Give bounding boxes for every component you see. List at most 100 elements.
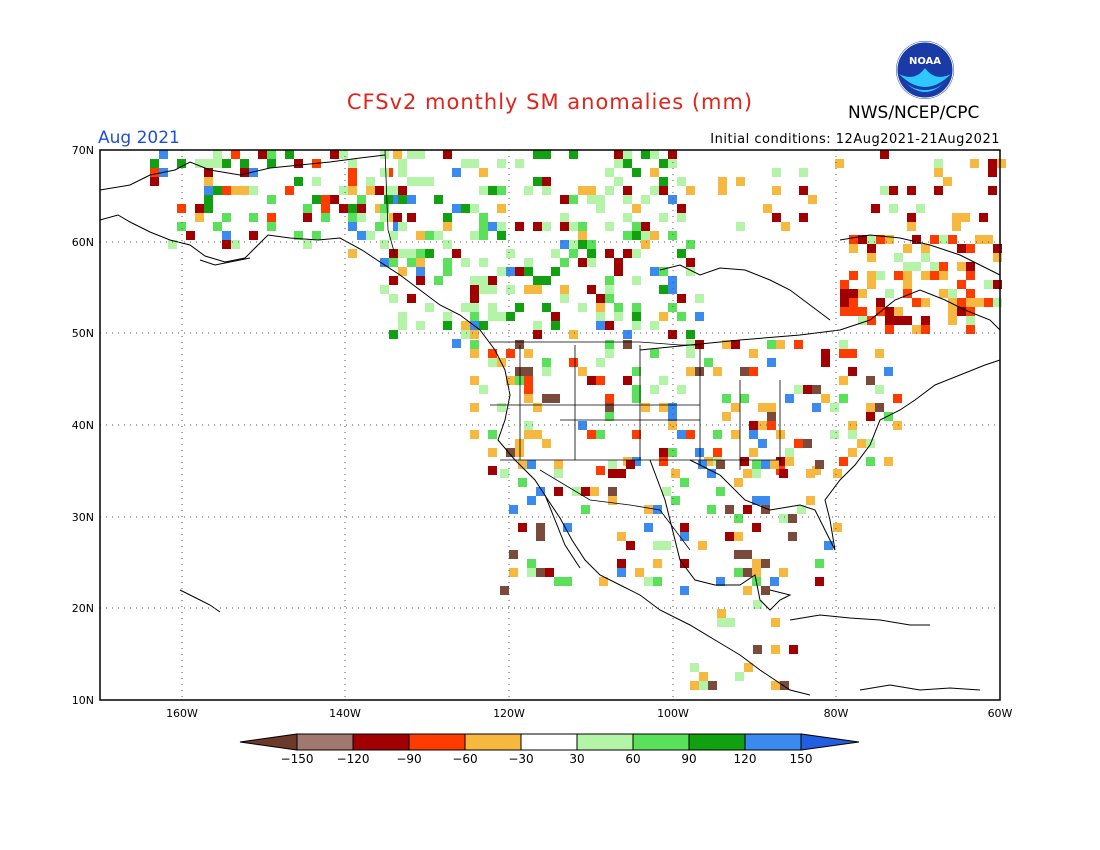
anomaly-cell bbox=[857, 439, 866, 448]
anomaly-cell bbox=[939, 289, 948, 298]
anomaly-cell bbox=[470, 330, 479, 339]
anomaly-cell bbox=[668, 150, 677, 159]
anomaly-cell bbox=[921, 244, 930, 253]
anomaly-cell bbox=[617, 559, 626, 568]
anomaly-cell bbox=[204, 159, 213, 168]
anomaly-cell bbox=[461, 159, 470, 168]
anomaly-cell bbox=[903, 271, 912, 280]
colorbar-left-arrow bbox=[239, 733, 298, 751]
anomaly-cell bbox=[849, 289, 858, 298]
anomaly-cell bbox=[524, 367, 533, 376]
anomaly-cell bbox=[416, 177, 425, 186]
anomaly-cell bbox=[497, 231, 506, 240]
anomaly-cell bbox=[398, 267, 407, 276]
anomaly-cell bbox=[569, 358, 578, 367]
anomaly-cell bbox=[393, 213, 402, 222]
anomaly-cell bbox=[695, 294, 704, 303]
anomaly-cell bbox=[416, 150, 425, 159]
anomaly-cell bbox=[195, 204, 204, 213]
anomaly-cell bbox=[587, 186, 596, 195]
anomaly-cell bbox=[858, 235, 867, 244]
anomaly-cell bbox=[722, 394, 731, 403]
anomaly-cell bbox=[866, 376, 875, 385]
anomaly-cell bbox=[794, 439, 803, 448]
anomaly-cell bbox=[894, 271, 903, 280]
anomaly-cell bbox=[614, 267, 623, 276]
anomaly-cell bbox=[849, 271, 858, 280]
anomaly-cell bbox=[948, 307, 957, 316]
anomaly-cell bbox=[966, 271, 975, 280]
anomaly-cell bbox=[677, 312, 686, 321]
anomaly-cell bbox=[885, 307, 894, 316]
anomaly-cell bbox=[632, 231, 641, 240]
anomaly-cell bbox=[515, 448, 524, 457]
anomaly-cell bbox=[966, 262, 975, 271]
anomaly-cell bbox=[614, 312, 623, 321]
anomaly-cell bbox=[623, 376, 632, 385]
anomaly-cell bbox=[542, 150, 551, 159]
anomaly-cell bbox=[231, 240, 240, 249]
anomaly-cell bbox=[357, 231, 366, 240]
anomaly-cell bbox=[939, 235, 948, 244]
anomaly-cell bbox=[605, 186, 614, 195]
anomaly-cell bbox=[249, 186, 258, 195]
anomaly-cell bbox=[644, 505, 653, 514]
anomaly-cell bbox=[848, 430, 857, 439]
anomaly-cell bbox=[840, 289, 849, 298]
anomaly-cell bbox=[461, 321, 470, 330]
anomaly-cell bbox=[779, 568, 788, 577]
anomaly-cell bbox=[815, 577, 824, 586]
anomaly-cell bbox=[222, 159, 231, 168]
anomaly-cell bbox=[789, 645, 798, 654]
anomaly-cell bbox=[560, 222, 569, 231]
anomaly-cell bbox=[743, 469, 752, 478]
anomaly-cell bbox=[866, 403, 875, 412]
anomaly-cell bbox=[875, 349, 884, 358]
anomaly-cell bbox=[957, 262, 966, 271]
anomaly-cell bbox=[894, 253, 903, 262]
anomaly-cell bbox=[840, 280, 849, 289]
anomaly-cell bbox=[718, 177, 727, 186]
anomaly-cell bbox=[536, 523, 545, 532]
anomaly-cell bbox=[267, 195, 276, 204]
anomaly-cell bbox=[626, 541, 635, 550]
anomaly-cell bbox=[515, 340, 524, 349]
anomaly-cell bbox=[524, 349, 533, 358]
anomaly-cell bbox=[752, 469, 761, 478]
lon-label: 100W bbox=[657, 707, 689, 720]
anomaly-cell bbox=[695, 312, 704, 321]
anomaly-cell bbox=[735, 672, 744, 681]
anomaly-cell bbox=[479, 168, 488, 177]
anomaly-cell bbox=[222, 213, 231, 222]
anomaly-cell bbox=[698, 541, 707, 550]
anomaly-cell bbox=[461, 303, 470, 312]
anomaly-cell bbox=[644, 577, 653, 586]
anomaly-cell bbox=[785, 448, 794, 457]
anomaly-cell bbox=[966, 325, 975, 334]
anomaly-cell bbox=[339, 204, 348, 213]
anomaly-cell bbox=[479, 385, 488, 394]
anomaly-cell bbox=[668, 195, 677, 204]
anomaly-cell bbox=[957, 307, 966, 316]
anomaly-cell bbox=[213, 186, 222, 195]
anomaly-cell bbox=[389, 231, 398, 240]
anomaly-cell bbox=[515, 439, 524, 448]
anomaly-cell bbox=[452, 204, 461, 213]
anomaly-cell bbox=[560, 213, 569, 222]
anomaly-cell bbox=[240, 168, 249, 177]
colorbar-tick-label: 120 bbox=[734, 752, 757, 766]
anomaly-cell bbox=[608, 469, 617, 478]
anomaly-cell bbox=[434, 231, 443, 240]
anomaly-cell bbox=[443, 312, 452, 321]
anomaly-cell bbox=[840, 307, 849, 316]
anomaly-cell bbox=[848, 448, 857, 457]
anomaly-cell bbox=[213, 222, 222, 231]
anomaly-cell bbox=[497, 312, 506, 321]
anomaly-cell bbox=[632, 457, 641, 466]
anomaly-cell bbox=[569, 222, 578, 231]
anomaly-cell bbox=[605, 249, 614, 258]
anomaly-cell bbox=[488, 349, 497, 358]
anomaly-cell bbox=[952, 213, 961, 222]
anomaly-cell bbox=[876, 271, 885, 280]
anomaly-cell bbox=[294, 231, 303, 240]
